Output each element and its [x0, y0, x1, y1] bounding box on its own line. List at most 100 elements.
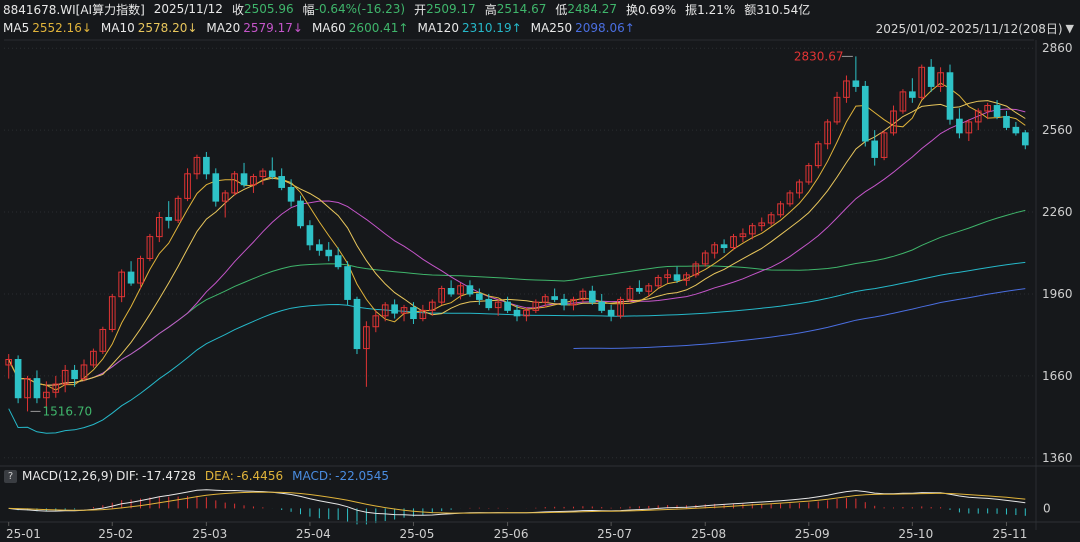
ma10-value: 2578.20↓: [137, 21, 198, 35]
candle: [739, 228, 747, 243]
price-axis: 2860 2560 2260 1960 1660 1360: [1042, 41, 1073, 465]
change-label: 幅: [302, 2, 315, 17]
macd-label: MACD:: [292, 469, 333, 483]
candle: [532, 299, 540, 314]
candle-body: [993, 105, 1001, 117]
candle: [118, 269, 125, 303]
candle: [909, 78, 916, 103]
price-tick-label: 2860: [1042, 41, 1073, 55]
candle: [287, 179, 295, 207]
candle: [278, 168, 286, 191]
change-value: -0.64%(-16.23): [314, 2, 406, 16]
ma20-value: 2579.17↓: [243, 21, 303, 35]
candle: [5, 354, 13, 379]
ma250-line: [573, 288, 1026, 349]
candle-body: [316, 244, 323, 251]
candle-body: [306, 225, 314, 246]
candle-body: [617, 298, 624, 317]
dea-line: [8, 491, 1026, 514]
candle-body: [946, 72, 954, 120]
candle: [956, 108, 963, 139]
ma120-line: [8, 261, 1026, 434]
candle-body: [956, 118, 963, 134]
candle-body: [654, 277, 662, 287]
candle: [250, 173, 257, 193]
candle: [1012, 121, 1020, 136]
macd-title: MACD(12,26,9): [22, 469, 114, 483]
chart-grid: [0, 39, 1080, 530]
candle-body: [52, 383, 60, 393]
candle: [203, 151, 210, 180]
candle: [777, 201, 784, 218]
candle: [127, 261, 135, 286]
candle: [504, 296, 511, 314]
candle-body: [909, 91, 916, 98]
candle-body: [551, 296, 558, 300]
candle-body: [363, 326, 370, 350]
candle: [146, 233, 154, 262]
candle: [551, 288, 558, 303]
candle-body: [523, 309, 530, 317]
candle: [485, 293, 493, 311]
candle-body: [43, 391, 50, 399]
candle-body: [598, 301, 606, 311]
candle-body: [636, 288, 643, 292]
candle-body: [1012, 126, 1020, 134]
candle-body: [5, 359, 13, 366]
candle: [1003, 111, 1010, 131]
quote-header: 8841678.WI[AI算力指数] 2025/11/12 收 2505.96 …: [0, 0, 810, 18]
help-icon[interactable]: ?: [4, 469, 17, 483]
candle-body: [824, 121, 831, 145]
candle-body: [174, 197, 182, 221]
candle-body: [278, 176, 286, 188]
candle: [438, 285, 446, 305]
candle: [137, 255, 144, 289]
ma60-value: 2600.41↑: [348, 21, 409, 35]
candle: [880, 130, 888, 161]
candle-body: [748, 225, 756, 235]
candle: [419, 304, 427, 322]
candle-body: [90, 350, 97, 366]
candle-body: [871, 140, 879, 158]
candle-body: [71, 369, 78, 380]
date-tick-label: 25-02: [98, 527, 133, 541]
ma120-label: MA120: [417, 21, 459, 35]
candle-body: [476, 293, 483, 300]
candle: [372, 310, 380, 333]
candle-body: [541, 296, 549, 303]
candle-body: [927, 66, 935, 87]
candle: [645, 283, 653, 297]
dropdown-triangle-icon[interactable]: ▼: [1065, 21, 1074, 35]
candle: [861, 80, 869, 147]
candle: [767, 212, 775, 226]
open-label: 开: [414, 2, 427, 17]
candle: [61, 364, 69, 393]
candle: [579, 288, 587, 303]
amount-value: 额310.54亿: [744, 2, 811, 17]
candle-body: [155, 217, 163, 238]
candle-body: [353, 298, 361, 350]
candle-body: [739, 233, 747, 238]
candle: [965, 119, 973, 142]
candle-body: [937, 72, 944, 87]
candle-body: [899, 91, 907, 112]
date-range-selector[interactable]: 2025/01/02-2025/11/12(208日) ▼: [876, 19, 1074, 37]
candle: [447, 280, 455, 297]
candle-body: [447, 288, 455, 295]
candle: [325, 242, 333, 262]
candle: [607, 304, 615, 322]
ma250-value: 2098.06↑: [575, 21, 635, 35]
candle-body: [184, 173, 191, 199]
date-range-label[interactable]: 2025/01/02-2025/11/12(208日): [875, 21, 1063, 36]
candle-body: [890, 110, 897, 134]
candle-body: [560, 298, 568, 306]
candle-body: [758, 222, 766, 227]
candle: [852, 56, 860, 92]
candle: [231, 171, 238, 196]
candle-body: [965, 121, 973, 134]
candle: [108, 293, 116, 333]
candle: [701, 250, 709, 267]
candle-body: [494, 301, 502, 309]
candle-body: [33, 378, 41, 399]
